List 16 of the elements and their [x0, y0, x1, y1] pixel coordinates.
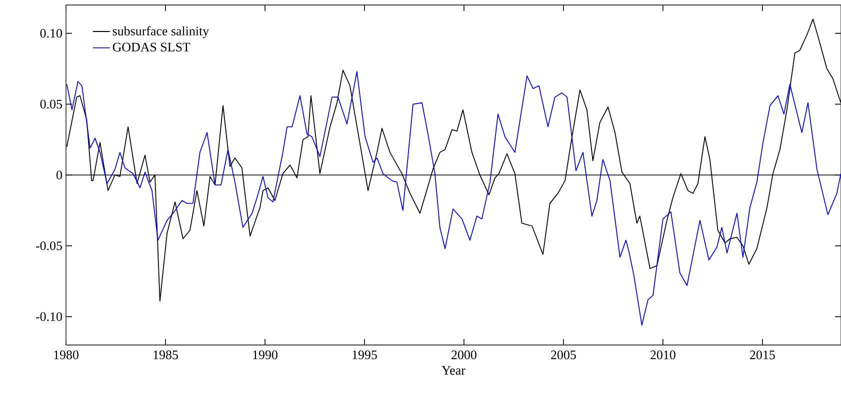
- y-tick-label: 0: [56, 170, 62, 180]
- y-tick-label: -0.05: [36, 241, 62, 250]
- legend-label: GODAS SLST: [112, 42, 190, 52]
- y-tick-label: 0.10: [40, 28, 62, 38]
- y-tick-label: 0.05: [40, 100, 62, 109]
- x-axis-title: Year: [442, 366, 466, 375]
- x-tick-label: 2005: [551, 350, 576, 360]
- legend-label: subsurface salinity: [112, 26, 210, 38]
- x-tick-label: 1980: [54, 350, 78, 360]
- x-tick-label: 1990: [253, 350, 278, 360]
- x-tick-label: 1995: [352, 350, 377, 360]
- x-tick-label: 2000: [452, 350, 476, 360]
- x-tick-label: 2015: [750, 350, 775, 360]
- y-tick-label: -0.10: [36, 312, 62, 322]
- x-tick-label: 1985: [154, 350, 178, 360]
- x-tick-label: 2010: [650, 350, 676, 360]
